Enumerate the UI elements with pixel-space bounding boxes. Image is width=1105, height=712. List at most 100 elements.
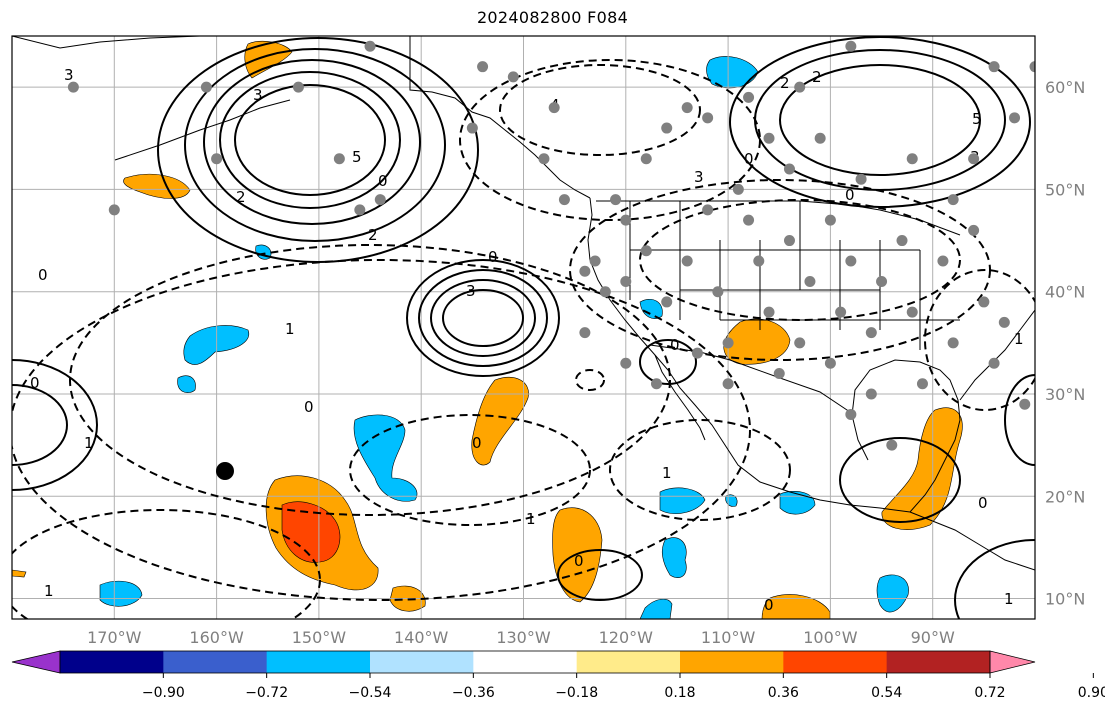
hawaii-marker: [216, 462, 234, 480]
colorbar-tick-label: 0.54: [871, 685, 902, 701]
station-dot: [988, 61, 1000, 73]
latitude-tick-label: 20°N: [1045, 487, 1085, 506]
alaska-coast: [409, 36, 591, 199]
station-dot: [67, 81, 79, 93]
contour-label: 0: [38, 266, 48, 284]
latitude-tick-label: 30°N: [1045, 385, 1085, 404]
contour-label: 0: [378, 172, 388, 190]
station-dot: [599, 286, 611, 298]
station-dot: [200, 81, 212, 93]
blue-region-9: [876, 574, 909, 613]
latitude-tick-label: 40°N: [1045, 283, 1085, 302]
contour-sw-us: [639, 339, 697, 385]
colorbar-segment: [680, 651, 784, 673]
orange-region-central: [471, 376, 529, 466]
longitude-tick-label: 90°W: [911, 628, 955, 647]
colorbar-segment: [473, 651, 578, 673]
station-dot: [824, 357, 836, 369]
contour-label: 0: [30, 374, 40, 392]
contour-label: 0: [488, 248, 498, 266]
contour-east-edge: [1004, 374, 1035, 466]
negative-anomaly-regions: [99, 56, 909, 619]
contour-high-west-1: [12, 384, 68, 466]
contour-label: 2: [368, 226, 378, 244]
colorbar-outline: [59, 650, 991, 674]
station-dot: [589, 255, 601, 267]
station-dot: [333, 153, 345, 165]
station-dot: [681, 102, 693, 114]
colorbar-tick-label: −0.18: [555, 685, 598, 701]
station-dot: [814, 132, 826, 144]
colorbar-tick-label: 0.36: [768, 685, 799, 701]
contour-label: 1: [1004, 590, 1014, 608]
contour-label: 0: [845, 186, 855, 204]
longitude-tick-label: 130°W: [496, 628, 551, 647]
contour-high-north-4: [184, 48, 446, 242]
station-dot: [548, 102, 560, 114]
station-dot: [824, 214, 836, 226]
station-dot: [794, 337, 806, 349]
station-dot: [1029, 61, 1035, 73]
contour-low-pacific-1: [69, 244, 671, 516]
colorbar-tick-label: −0.90: [142, 685, 185, 701]
longitude-tick-label: 110°W: [701, 628, 756, 647]
contour-low-gulf-alaska-1: [499, 64, 701, 156]
station-dot: [640, 245, 652, 257]
station-dot: [743, 91, 755, 103]
station-dot: [773, 368, 785, 380]
colorbar-tick-label: −0.72: [245, 685, 288, 701]
station-dot: [906, 153, 918, 165]
contour-high-center-3: [418, 269, 548, 367]
colorbar: [11, 650, 1036, 674]
gulf-coast: [851, 359, 961, 513]
station-dot: [579, 265, 591, 277]
station-dot: [712, 286, 724, 298]
contour-low-east: [924, 269, 1035, 411]
contour-label: 0: [670, 336, 680, 354]
contour-label: 0: [574, 552, 584, 570]
station-dot: [794, 81, 806, 93]
station-markers: [67, 40, 1035, 451]
colorbar-tick-label: −0.36: [452, 685, 495, 701]
red-region-hawaii: [281, 501, 341, 563]
station-dot: [876, 275, 888, 287]
station-dot: [702, 204, 714, 216]
map-title: 2024082800 F084: [476, 8, 629, 27]
contour-label: 1: [662, 464, 672, 482]
station-dot: [661, 122, 673, 134]
colorbar-segment: [60, 651, 164, 673]
latitude-tick-labels: 60°N 50°N 40°N 30°N 20°N 10°N: [1045, 78, 1085, 608]
colorbar-segment: [576, 651, 681, 673]
colorbar-extend-high: [989, 650, 1036, 674]
contour-label: 1: [84, 434, 94, 452]
station-dot: [1019, 398, 1031, 410]
contour-label: 3: [466, 282, 476, 300]
contour-low-pacific-2: [12, 259, 751, 601]
contour-label: 1: [44, 582, 54, 600]
longitude-tick-label: 140°W: [394, 628, 449, 647]
contour-low-us-1: [639, 199, 961, 321]
longitude-tick-label: 170°W: [87, 628, 142, 647]
contour-low-gulf-alaska-2: [459, 59, 761, 221]
blue-region-3: [353, 414, 418, 502]
station-dot: [896, 235, 908, 247]
contour-high-ne-3: [729, 36, 1031, 208]
map-panel: 3 3 2 5 0 2 0 1 3 0 0 1 0 4 2 2 0 3 5 3 …: [12, 36, 1035, 619]
station-dot: [947, 337, 959, 349]
colorbar-segment: [163, 651, 268, 673]
orange-region-sw-edge: [12, 569, 27, 578]
contour-label: 2: [236, 188, 246, 206]
contour-gulf: [839, 437, 961, 523]
station-dot: [835, 306, 847, 318]
contours-negative: [12, 59, 1035, 619]
contour-se-edge: [954, 539, 1035, 619]
station-dot: [978, 296, 990, 308]
station-dot: [620, 357, 632, 369]
colorbar-extend-low: [11, 650, 61, 674]
contour-label: 0: [764, 596, 774, 614]
station-dot: [722, 378, 734, 390]
contour-tropical: [557, 549, 643, 601]
longitude-tick-label: 160°W: [189, 628, 244, 647]
west-coast-us: [587, 197, 911, 513]
